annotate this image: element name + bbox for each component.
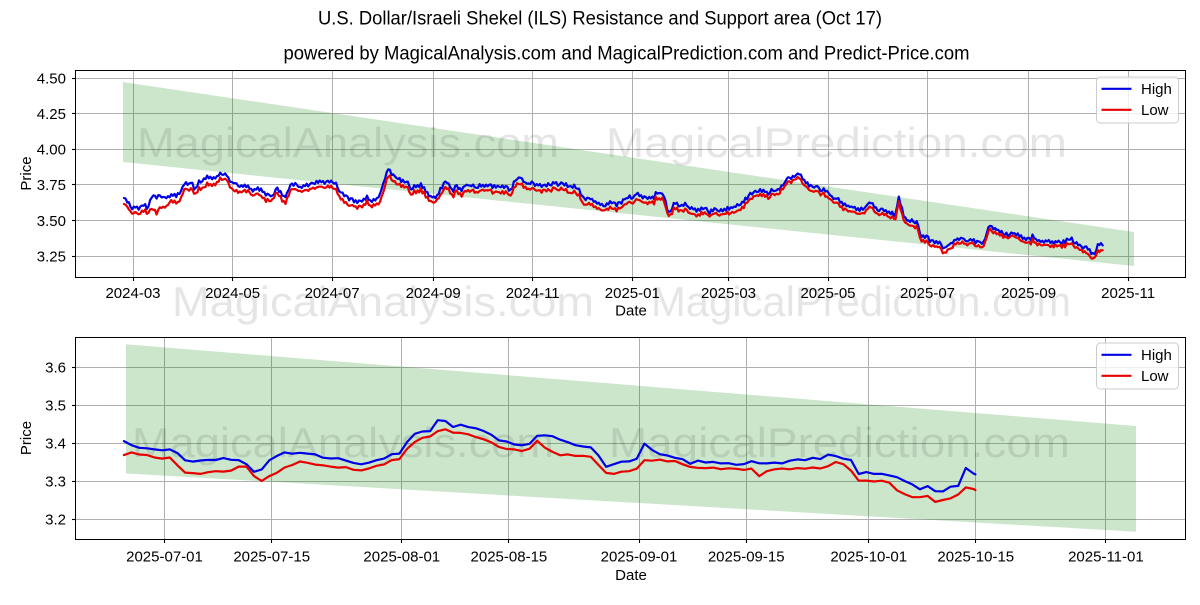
svg-text:2025-11-01: 2025-11-01 — [1068, 549, 1144, 566]
svg-text:2024-07: 2024-07 — [305, 285, 360, 302]
svg-text:2025-07: 2025-07 — [900, 285, 955, 302]
svg-text:MagicalPrediction.com: MagicalPrediction.com — [651, 278, 1071, 325]
svg-text:4.50: 4.50 — [37, 71, 66, 88]
svg-text:2025-09-01: 2025-09-01 — [601, 549, 678, 566]
svg-text:MagicalAnalysis.com: MagicalAnalysis.com — [172, 278, 594, 325]
svg-text:U.S. Dollar/Israeli Shekel (IL: U.S. Dollar/Israeli Shekel (ILS) Resista… — [318, 9, 882, 30]
svg-text:2025-09-15: 2025-09-15 — [708, 549, 785, 566]
svg-text:3.50: 3.50 — [37, 213, 66, 230]
svg-text:4.25: 4.25 — [37, 106, 66, 123]
svg-text:3.3: 3.3 — [45, 474, 66, 491]
svg-text:Price: Price — [18, 156, 35, 190]
svg-text:3.4: 3.4 — [45, 436, 66, 453]
svg-text:2025-08-01: 2025-08-01 — [363, 549, 440, 566]
svg-text:Low: Low — [1141, 102, 1169, 119]
svg-text:Date: Date — [615, 567, 647, 584]
svg-text:High: High — [1141, 347, 1172, 364]
svg-text:Price: Price — [18, 421, 35, 455]
svg-text:3.75: 3.75 — [37, 177, 66, 194]
svg-text:3.6: 3.6 — [45, 360, 66, 377]
svg-text:3.2: 3.2 — [45, 512, 66, 529]
svg-text:3.5: 3.5 — [45, 398, 66, 415]
svg-text:2024-11: 2024-11 — [506, 285, 560, 302]
svg-text:2025-10-15: 2025-10-15 — [937, 549, 1014, 566]
svg-text:2025-03: 2025-03 — [701, 285, 756, 302]
svg-text:2025-11: 2025-11 — [1101, 285, 1155, 302]
svg-text:2025-09: 2025-09 — [1001, 285, 1056, 302]
svg-text:2025-10-01: 2025-10-01 — [830, 549, 907, 566]
svg-text:2025-07-01: 2025-07-01 — [126, 549, 203, 566]
svg-text:2025-01: 2025-01 — [605, 285, 660, 302]
svg-text:2024-05: 2024-05 — [205, 285, 260, 302]
svg-text:2025-05: 2025-05 — [800, 285, 855, 302]
svg-text:2025-08-15: 2025-08-15 — [471, 549, 548, 566]
svg-text:MagicalPrediction.com: MagicalPrediction.com — [606, 119, 1067, 166]
svg-text:4.00: 4.00 — [37, 142, 66, 159]
svg-text:3.25: 3.25 — [37, 248, 66, 265]
svg-text:2024-09: 2024-09 — [406, 285, 461, 302]
svg-text:MagicalAnalysis.com: MagicalAnalysis.com — [137, 119, 559, 166]
svg-text:MagicalAnalysis.com: MagicalAnalysis.com — [132, 419, 554, 466]
svg-text:2024-03: 2024-03 — [105, 285, 160, 302]
svg-text:powered by MagicalAnalysis.com: powered by MagicalAnalysis.com and Magic… — [284, 44, 970, 65]
svg-text:2025-07-15: 2025-07-15 — [233, 549, 310, 566]
svg-text:Low: Low — [1141, 368, 1169, 385]
svg-text:Date: Date — [615, 303, 647, 320]
svg-text:High: High — [1141, 81, 1172, 98]
